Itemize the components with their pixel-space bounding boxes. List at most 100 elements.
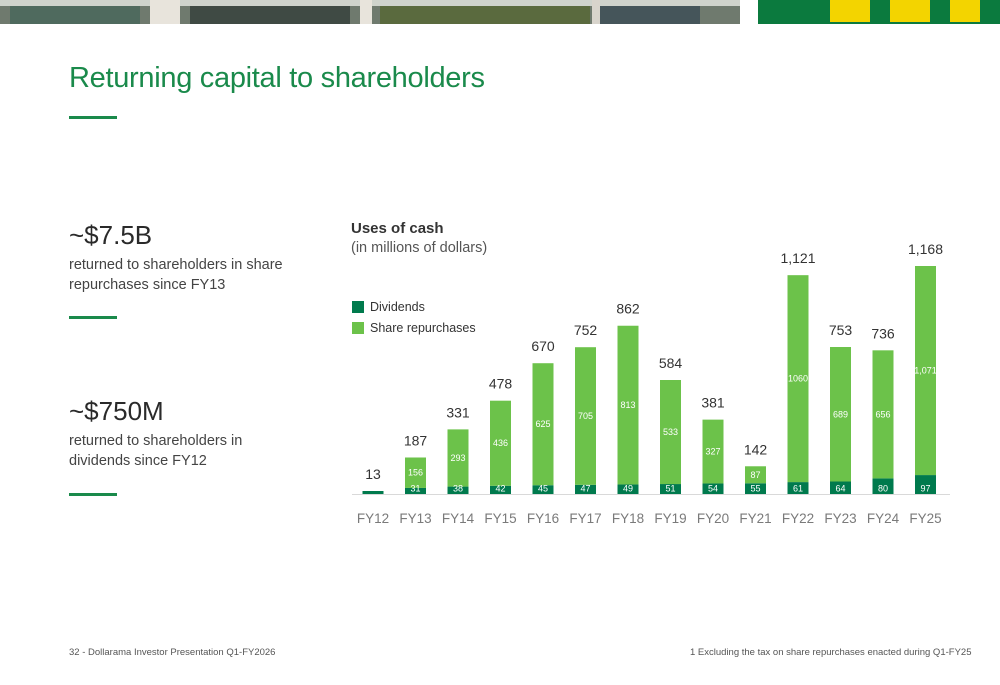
bar-repurchases-fy16 bbox=[532, 363, 554, 486]
bar-dividends-fy16 bbox=[532, 485, 554, 494]
bar-dividends-fy15 bbox=[490, 485, 511, 494]
total-label-fy15: 478 bbox=[489, 376, 513, 392]
bar-repurchases-fy14 bbox=[447, 429, 469, 487]
stat-dividends-text: returned to shareholders in dividends si… bbox=[69, 433, 243, 469]
total-label-fy25: 1,168 bbox=[908, 241, 943, 257]
bar-repurchases-fy18 bbox=[617, 325, 639, 485]
bar-repurchases-fy21 bbox=[745, 466, 766, 484]
data-label-repurchases-fy18: 813 bbox=[620, 400, 635, 410]
legend-repurchases-label: Share repurchases bbox=[370, 321, 476, 335]
legend-dividends-swatch bbox=[352, 301, 364, 313]
data-label-repurchases-fy24: 656 bbox=[875, 409, 890, 419]
data-label-dividends-fy25: 97 bbox=[920, 484, 930, 494]
stat-repurchases-value: ~$7.5B bbox=[69, 220, 153, 250]
total-label-fy18: 862 bbox=[616, 301, 640, 317]
legend-repurchases: Share repurchases bbox=[352, 321, 476, 335]
footer-left: 32 - Dollarama Investor Presentation Q1-… bbox=[69, 647, 276, 658]
total-label-fy24: 736 bbox=[871, 325, 895, 341]
data-label-repurchases-fy15: 436 bbox=[493, 438, 508, 448]
stat-repurchases-text: returned to shareholders in share repurc… bbox=[69, 257, 283, 293]
x-tick-fy18: FY18 bbox=[612, 511, 644, 526]
chart-title: Uses of cash bbox=[351, 220, 444, 237]
legend-repurchases-swatch bbox=[352, 322, 364, 334]
footer-right: 1 Excluding the tax on share repurchases… bbox=[690, 647, 972, 658]
bar-repurchases-fy20 bbox=[702, 419, 724, 484]
data-label-repurchases-fy19: 533 bbox=[663, 427, 678, 437]
data-label-dividends-fy23: 64 bbox=[835, 484, 845, 494]
data-label-repurchases-fy13: 156 bbox=[408, 468, 423, 478]
data-label-dividends-fy16: 45 bbox=[538, 484, 548, 494]
data-label-repurchases-fy16: 625 bbox=[535, 419, 550, 429]
x-tick-fy16: FY16 bbox=[527, 511, 559, 526]
uses-of-cash-chart: 13 FY12 31 156 187 FY13 38 293 331 FY14 42 436 478 FY… bbox=[352, 241, 950, 526]
bar-repurchases-fy13 bbox=[405, 457, 426, 488]
bar-dividends-fy17 bbox=[575, 484, 596, 494]
x-tick-fy19: FY19 bbox=[654, 511, 686, 526]
data-label-dividends-fy24: 80 bbox=[878, 484, 888, 494]
header-photo-banner bbox=[0, 0, 1000, 24]
data-label-dividends-fy14: 38 bbox=[453, 484, 463, 494]
x-tick-fy20: FY20 bbox=[697, 511, 729, 526]
data-label-repurchases-fy22: 1060 bbox=[788, 374, 808, 384]
total-label-fy22: 1,121 bbox=[780, 250, 815, 266]
bar-dividends-fy23 bbox=[830, 481, 851, 494]
data-label-dividends-fy20: 54 bbox=[708, 484, 718, 494]
bar-dividends-fy21 bbox=[745, 483, 766, 494]
bar-dividends-fy22 bbox=[787, 482, 809, 494]
total-label-fy21: 142 bbox=[744, 441, 768, 457]
page-title: Returning capital to shareholders bbox=[69, 62, 485, 94]
total-label-fy14: 331 bbox=[446, 404, 470, 420]
stat-divider-1 bbox=[69, 316, 117, 319]
bar-dividends-fy13 bbox=[405, 487, 426, 494]
data-label-dividends-fy22: 61 bbox=[793, 484, 803, 494]
total-label-fy12: 13 bbox=[365, 466, 381, 482]
data-label-repurchases-fy20: 327 bbox=[705, 447, 720, 457]
stat-divider-2 bbox=[69, 493, 117, 496]
bar-repurchases-fy23 bbox=[830, 347, 851, 482]
x-tick-fy12: FY12 bbox=[357, 511, 389, 526]
x-tick-fy14: FY14 bbox=[442, 511, 475, 526]
legend-dividends-label: Dividends bbox=[370, 300, 425, 314]
bar-repurchases-fy17 bbox=[575, 347, 596, 485]
total-label-fy13: 187 bbox=[404, 432, 428, 448]
title-divider bbox=[69, 116, 117, 119]
data-label-dividends-fy15: 42 bbox=[495, 484, 505, 494]
x-tick-fy24: FY24 bbox=[867, 511, 900, 526]
data-label-dividends-fy18: 49 bbox=[623, 484, 633, 494]
data-label-repurchases-fy14: 293 bbox=[450, 453, 465, 463]
total-label-fy19: 584 bbox=[659, 355, 683, 371]
data-label-repurchases-fy25: 1,071 bbox=[914, 366, 937, 376]
data-label-dividends-fy13: 31 bbox=[410, 484, 420, 494]
bar-repurchases-fy19 bbox=[660, 380, 681, 485]
total-label-fy23: 753 bbox=[829, 322, 853, 338]
x-tick-fy23: FY23 bbox=[824, 511, 856, 526]
bar-dividends-fy25 bbox=[915, 475, 936, 494]
bar-dividends-fy14 bbox=[447, 486, 469, 494]
x-tick-fy13: FY13 bbox=[399, 511, 431, 526]
data-label-dividends-fy17: 47 bbox=[580, 484, 590, 494]
bar-dividends-fy20 bbox=[702, 483, 724, 494]
bar-dividends-fy24 bbox=[872, 478, 894, 494]
bar-repurchases-fy15 bbox=[490, 400, 511, 486]
chart-subtitle: (in millions of dollars) bbox=[351, 240, 488, 256]
bar-repurchases-fy25 bbox=[915, 266, 936, 476]
total-label-fy17: 752 bbox=[574, 322, 598, 338]
total-label-fy16: 670 bbox=[531, 338, 555, 354]
stat-dividends-value: ~$750M bbox=[69, 396, 164, 426]
bar-dividends-fy12 bbox=[362, 491, 384, 494]
data-label-dividends-fy19: 51 bbox=[665, 484, 675, 494]
x-tick-fy25: FY25 bbox=[909, 511, 941, 526]
legend-dividends: Dividends bbox=[352, 300, 425, 314]
total-label-fy20: 381 bbox=[701, 395, 725, 411]
bar-dividends-fy19 bbox=[660, 484, 681, 494]
data-label-repurchases-fy21: 87 bbox=[750, 470, 760, 480]
bar-dividends-fy18 bbox=[617, 484, 639, 494]
x-tick-fy15: FY15 bbox=[484, 511, 516, 526]
data-label-repurchases-fy17: 705 bbox=[578, 411, 593, 421]
bar-repurchases-fy24 bbox=[872, 350, 894, 479]
data-label-repurchases-fy23: 689 bbox=[833, 409, 848, 419]
x-tick-fy17: FY17 bbox=[569, 511, 601, 526]
data-label-dividends-fy21: 55 bbox=[750, 484, 760, 494]
x-tick-fy21: FY21 bbox=[739, 511, 771, 526]
x-tick-fy22: FY22 bbox=[782, 511, 814, 526]
